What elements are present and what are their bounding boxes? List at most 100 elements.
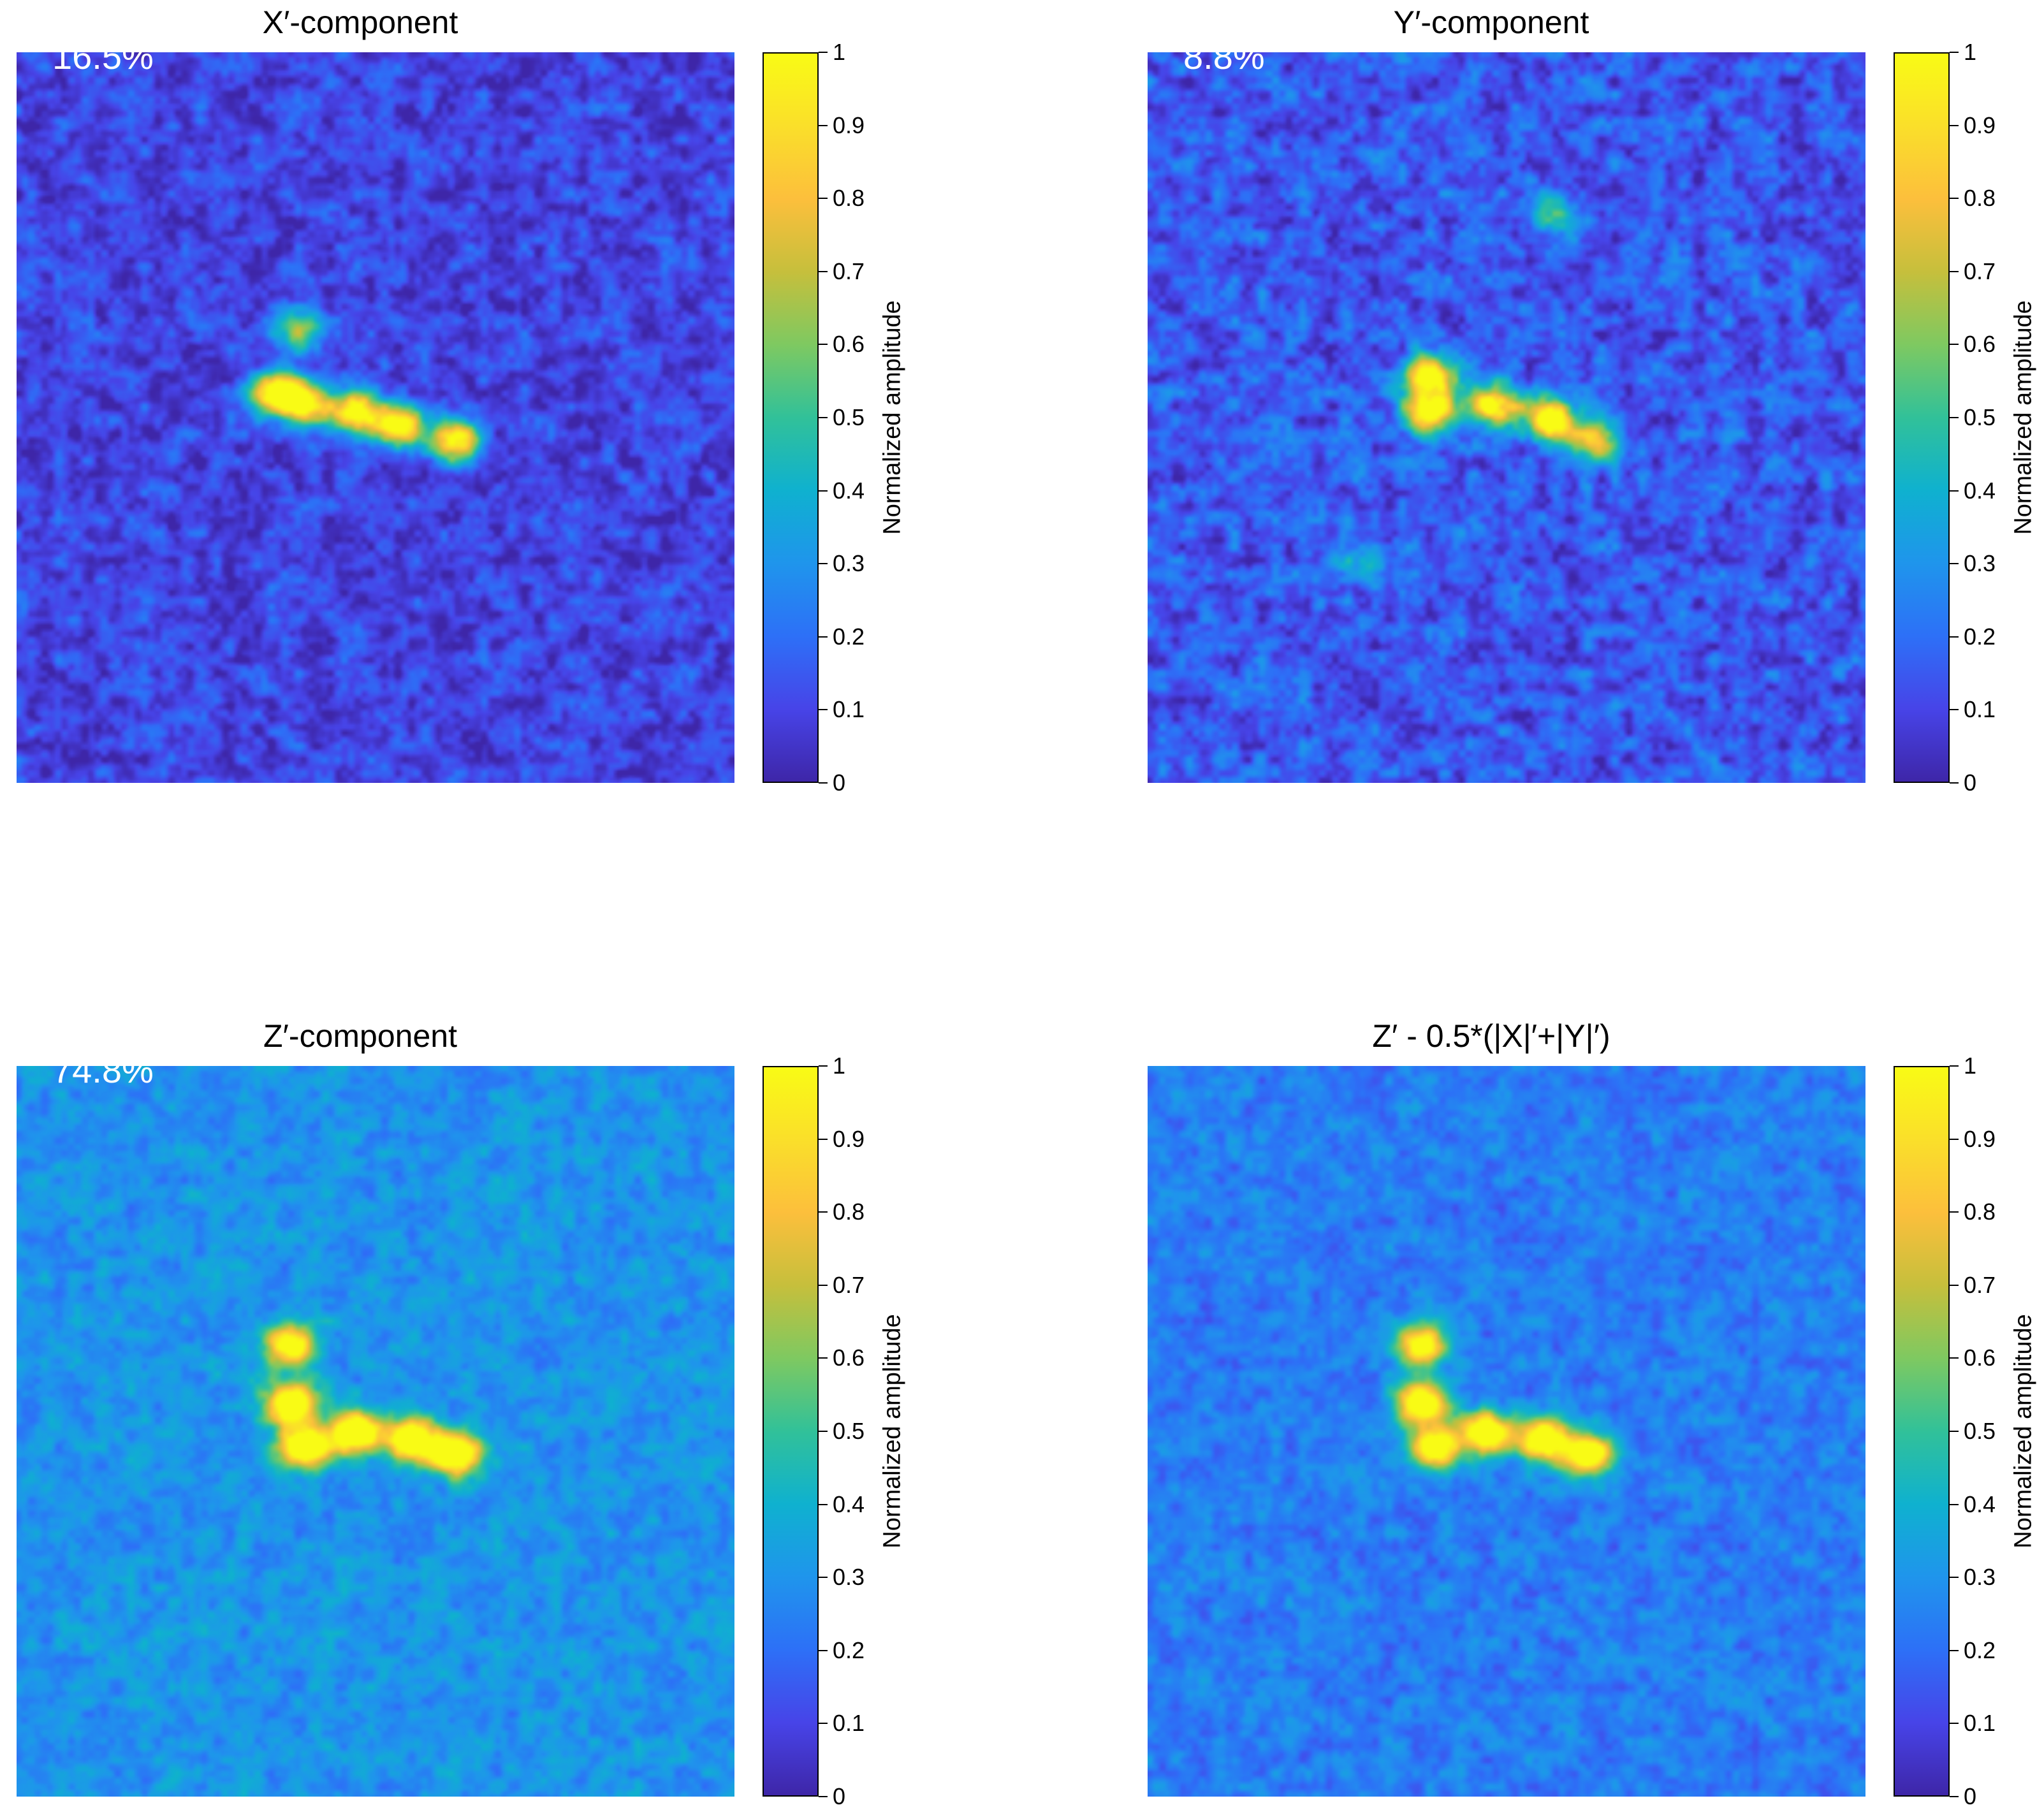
- colorbar-tick-mark: [1950, 270, 1959, 272]
- colorbar-tick-mark: [1950, 124, 1959, 126]
- heatmap: [17, 52, 734, 783]
- panel-title: X′-component: [262, 4, 458, 40]
- colorbar-tick-mark: [1950, 1577, 1959, 1579]
- colorbar-tick-mark: [819, 52, 828, 53]
- colorbar-tick-mark: [819, 344, 828, 346]
- colorbar-label: Normalized amplitude: [879, 1314, 906, 1549]
- colorbar-tick-mark: [1950, 1723, 1959, 1725]
- colorbar-tick-mark: [819, 124, 828, 126]
- colorbar-tick-mark: [819, 198, 828, 200]
- colorbar-tick-label: 0.8: [833, 1199, 865, 1225]
- colorbar-tick-label: 0.7: [1964, 1271, 1996, 1298]
- colorbar-tick-label: 0.6: [833, 1345, 865, 1371]
- panel-title: Z′ - 0.5*(|X|′+|Y|′): [1372, 1018, 1610, 1054]
- colorbar-tick-mark: [819, 782, 828, 784]
- panel-title: Y′-component: [1393, 4, 1589, 40]
- colorbar-tick-mark: [819, 1138, 828, 1140]
- colorbar: [763, 52, 819, 783]
- colorbar-tick-label: 0.7: [1964, 258, 1996, 284]
- colorbar-tick-label: 1: [1964, 1053, 1977, 1079]
- colorbar-tick-mark: [1950, 1796, 1959, 1797]
- colorbar-tick-mark: [1950, 1431, 1959, 1432]
- colorbar-tick-mark: [819, 1065, 828, 1067]
- colorbar-tick-label: 0.5: [1964, 404, 1996, 430]
- colorbar-tick-mark: [1950, 1649, 1959, 1651]
- colorbar-tick-label: 0: [1964, 770, 1977, 796]
- colorbar-tick-label: 0.2: [833, 623, 865, 650]
- percentage-label: 8.8%: [1183, 36, 1265, 77]
- colorbar-tick-label: 0.1: [833, 1710, 865, 1737]
- colorbar-tick-mark: [1950, 490, 1959, 492]
- colorbar-tick-label: 0: [1964, 1783, 1977, 1809]
- colorbar-tick-mark: [1950, 782, 1959, 784]
- colorbar-tick-label: 0.5: [833, 404, 865, 430]
- colorbar-tick-mark: [1950, 198, 1959, 200]
- colorbar-tick-mark: [819, 709, 828, 711]
- colorbar-tick-mark: [819, 1723, 828, 1725]
- panel-title: Z′-component: [263, 1018, 457, 1054]
- heatmap-canvas: [17, 1066, 734, 1797]
- colorbar-tick-label: 0.9: [1964, 1125, 1996, 1152]
- colorbar-tick-label: 0.5: [1964, 1418, 1996, 1444]
- colorbar-tick-mark: [1950, 1357, 1959, 1359]
- colorbar-tick-label: 0.4: [1964, 1491, 1996, 1517]
- colorbar-tick-label: 0.4: [833, 1491, 865, 1517]
- colorbar-label: Normalized amplitude: [2010, 1314, 2037, 1549]
- colorbar-tick-mark: [1950, 1503, 1959, 1505]
- colorbar-tick-mark: [819, 1357, 828, 1359]
- heatmap: [1148, 52, 1865, 783]
- colorbar-tick-label: 0.4: [1964, 477, 1996, 504]
- colorbar-tick-label: 0.6: [1964, 1345, 1996, 1371]
- colorbar-ticks: 0 0.1 0.2 0.3 0.4 0.5 0.6 0.7 0.8 0.9 1: [819, 1053, 870, 1809]
- colorbar-tick-mark: [819, 490, 828, 492]
- colorbar-tick-label: 0.1: [1964, 696, 1996, 723]
- heatmap: [1148, 1066, 1865, 1797]
- colorbar-tick-mark: [819, 1431, 828, 1432]
- colorbar-tick-label: 0.9: [1964, 112, 1996, 138]
- colorbar-tick-mark: [1950, 709, 1959, 711]
- heatmap: [17, 1066, 734, 1797]
- colorbar-tick-mark: [1950, 417, 1959, 418]
- colorbar-tick-mark: [1950, 636, 1959, 638]
- colorbar-tick-label: 0.6: [833, 331, 865, 358]
- colorbar-tick-label: 0.6: [1964, 331, 1996, 358]
- colorbar-tick-label: 1: [833, 1053, 846, 1079]
- colorbar-tick-mark: [819, 417, 828, 418]
- colorbar-tick-label: 0: [833, 770, 846, 796]
- colorbar-tick-label: 0.3: [833, 550, 865, 577]
- colorbar: [1894, 1066, 1950, 1797]
- colorbar-tick-mark: [819, 1649, 828, 1651]
- colorbar-ticks: 0 0.1 0.2 0.3 0.4 0.5 0.6 0.7 0.8 0.9 1: [1950, 1053, 2001, 1809]
- heatmap-canvas: [17, 52, 734, 783]
- colorbar-tick-label: 0.2: [1964, 623, 1996, 650]
- colorbar-tick-label: 0.9: [833, 112, 865, 138]
- colorbar-tick-label: 1: [833, 39, 846, 65]
- colorbar: [763, 1066, 819, 1797]
- colorbar-tick-mark: [1950, 52, 1959, 53]
- colorbar-tick-label: 0.4: [833, 477, 865, 504]
- colorbar-tick-mark: [819, 563, 828, 565]
- colorbar-tick-mark: [819, 1211, 828, 1213]
- colorbar-tick-label: 0.1: [833, 696, 865, 723]
- colorbar-label: Normalized amplitude: [2010, 300, 2037, 535]
- colorbar-tick-label: 0.7: [833, 258, 865, 284]
- colorbar-tick-label: 0.8: [1964, 1199, 1996, 1225]
- colorbar-tick-label: 0: [833, 1783, 846, 1809]
- colorbar-tick-label: 0.8: [833, 185, 865, 212]
- heatmap-canvas: [1148, 1066, 1865, 1797]
- colorbar-tick-label: 0.3: [1964, 1564, 1996, 1591]
- colorbar-tick-mark: [819, 270, 828, 272]
- colorbar-tick-label: 0.9: [833, 1125, 865, 1152]
- colorbar-label: Normalized amplitude: [879, 300, 906, 535]
- colorbar-tick-label: 0.1: [1964, 1710, 1996, 1737]
- colorbar-tick-label: 0.5: [833, 1418, 865, 1444]
- panel-y-component: Y′-component 8.8% 0 0.1 0.2 0.3 0.4 0.5 0.6 0.7…: [1131, 0, 2044, 803]
- colorbar-tick-mark: [1950, 1284, 1959, 1286]
- percentage-label: 74.8%: [52, 1050, 154, 1090]
- colorbar-ticks: 0 0.1 0.2 0.3 0.4 0.5 0.6 0.7 0.8 0.9 1: [819, 40, 870, 796]
- panel-z-minus-xy: Z′ - 0.5*(|X|′+|Y|′) 0 0.1 0.2 0.3 0.4 0.5 0.6…: [1131, 1014, 2044, 1817]
- percentage-label: 16.5%: [52, 36, 154, 77]
- colorbar-tick-mark: [1950, 344, 1959, 346]
- colorbar-tick-mark: [1950, 1065, 1959, 1067]
